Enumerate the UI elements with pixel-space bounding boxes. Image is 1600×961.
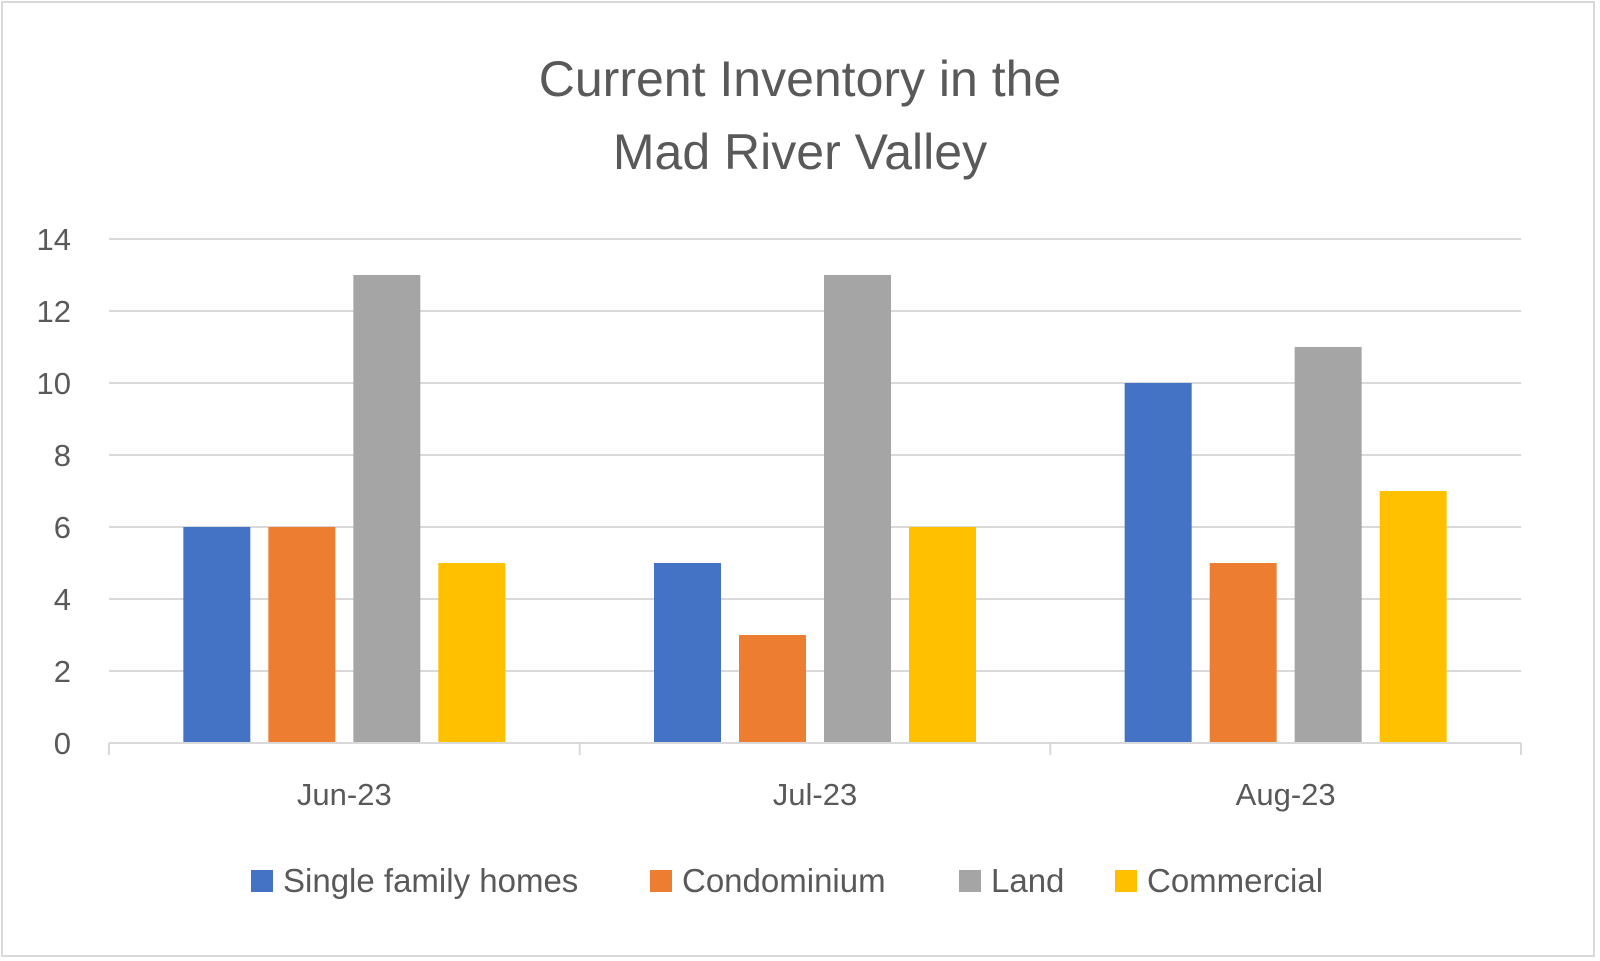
y-tick-label: 4 xyxy=(54,582,71,617)
legend-item-commercial: Commercial xyxy=(1115,862,1323,899)
chart-title-line-2: Mad River Valley xyxy=(613,124,987,180)
bars xyxy=(183,275,1447,743)
chart-title: Current Inventory in the Mad River Valle… xyxy=(539,51,1062,180)
legend-item-single-family-homes: Single family homes xyxy=(251,862,578,899)
y-tick-label: 6 xyxy=(54,510,71,545)
bar-single-family-homes xyxy=(1124,383,1192,743)
legend-item-land: Land xyxy=(959,862,1064,899)
legend-label: Commercial xyxy=(1147,862,1323,899)
x-tick-label: Jun-23 xyxy=(297,777,392,812)
legend-label: Single family homes xyxy=(283,862,578,899)
y-tick-label: 2 xyxy=(54,654,71,689)
chart-title-line-1: Current Inventory in the xyxy=(539,51,1062,107)
x-axis xyxy=(108,742,1522,755)
gridlines xyxy=(109,238,1521,672)
x-tick-label: Aug-23 xyxy=(1236,777,1336,812)
bar-land xyxy=(824,275,891,743)
y-tick-label: 14 xyxy=(37,222,71,257)
legend-label: Land xyxy=(991,862,1064,899)
legend-item-condominium: Condominium xyxy=(650,862,886,899)
x-tick-label: Jul-23 xyxy=(773,777,857,812)
legend-swatch xyxy=(959,870,981,892)
legend-label: Condominium xyxy=(682,862,886,899)
bar-commercial xyxy=(1379,491,1447,743)
bar-commercial xyxy=(438,563,506,743)
bar-commercial xyxy=(909,527,976,743)
legend-swatch xyxy=(1115,870,1137,892)
bar-land xyxy=(1294,347,1362,743)
legend-swatch xyxy=(251,870,273,892)
y-axis-ticks: 0 2 4 6 8 10 12 14 xyxy=(37,222,71,761)
legend: Single family homes Condominium Land Commer… xyxy=(251,862,1323,899)
y-tick-label: 8 xyxy=(54,438,71,473)
bar-single-family-homes xyxy=(183,527,251,743)
y-tick-label: 10 xyxy=(37,366,71,401)
bar-condominium xyxy=(1209,563,1277,743)
chart-svg: Current Inventory in the Mad River Valle… xyxy=(37,51,1522,899)
bar-condominium xyxy=(739,635,806,743)
y-tick-label: 12 xyxy=(37,294,71,329)
bar-condominium xyxy=(268,527,336,743)
bar-land xyxy=(353,275,421,743)
y-tick-label: 0 xyxy=(54,726,71,761)
bar-single-family-homes xyxy=(654,563,721,743)
x-axis-ticks: Jun-23 Jul-23 Aug-23 xyxy=(297,777,1336,812)
legend-swatch xyxy=(650,870,672,892)
